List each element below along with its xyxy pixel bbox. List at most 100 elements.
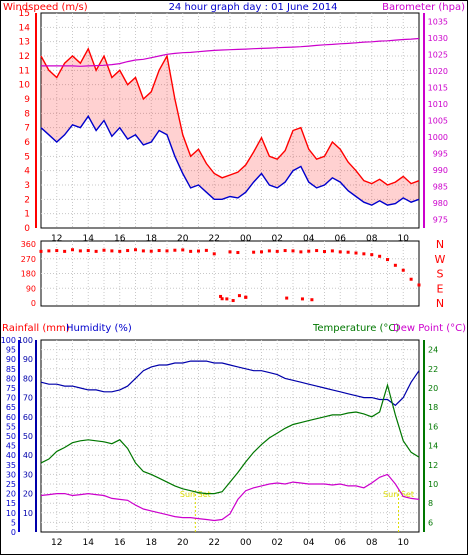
x-tick-label: 06 (335, 234, 347, 244)
temperature-tick-label: 18 (428, 403, 438, 412)
direction-point (401, 268, 405, 272)
direction-point (204, 248, 208, 252)
barometer-tick-label: 1010 (428, 100, 448, 109)
x-tick-label: 04 (303, 234, 315, 244)
x-tick-label: 10 (398, 538, 410, 548)
direction-point (330, 249, 334, 253)
windspeed-tick-label: 2 (24, 195, 30, 205)
direction-point (149, 249, 153, 253)
direction-point (189, 249, 193, 253)
direction-point (310, 298, 314, 302)
graph-title: 24 hour graph day : 01 June 2014 (169, 2, 338, 13)
temperature-tick-label: 8 (428, 499, 433, 508)
humidity-tick-label: 100 (18, 336, 33, 345)
direction-point (197, 249, 200, 253)
windspeed-tick-label: 12 (19, 52, 30, 62)
direction-point (78, 249, 82, 253)
barometer-tick-label: 1000 (428, 133, 448, 142)
x-tick-label: 22 (209, 234, 220, 244)
direction-point (225, 297, 229, 301)
windspeed-tick-label: 3 (24, 181, 30, 191)
gust-band (41, 48, 419, 206)
sunset-label: Sun Set (383, 490, 414, 499)
direction-point (110, 249, 114, 253)
temperature-tick-label: 12 (428, 461, 438, 470)
windspeed-tick-label: 4 (24, 167, 30, 177)
x-tick-label: 14 (83, 538, 95, 548)
direction-point (362, 252, 366, 256)
direction-point (299, 250, 303, 254)
temperature-tick-label: 24 (428, 346, 438, 355)
barometer-axis-title: Barometer (hpa) (382, 2, 465, 13)
temperature-tick-label: 10 (428, 480, 438, 489)
direction-point (141, 249, 145, 253)
rainfall-tick-label: 30 (6, 470, 16, 479)
rainfall-tick-label: 50 (6, 432, 16, 441)
windspeed-tick-label: 8 (24, 109, 30, 119)
direction-tick-label: 180 (21, 270, 36, 279)
barometer-tick-label: 980 (433, 199, 448, 208)
rainfall-axis-title: Rainfall (mm) (2, 323, 70, 334)
rainfall-tick-label: 70 (6, 394, 16, 403)
direction-point (63, 249, 67, 253)
direction-point (323, 250, 326, 254)
humidity-tick-label: 30 (23, 470, 33, 479)
temperature-axis-title: Temperature (°C) (312, 323, 399, 334)
direction-point (300, 297, 304, 301)
humidity-tick-label: 80 (23, 374, 33, 383)
humidity-tick-label: 70 (23, 394, 33, 403)
direction-point (237, 294, 241, 298)
x-tick-label: 04 (303, 538, 315, 548)
rainfall-tick-label: 10 (6, 509, 16, 518)
direction-point (102, 248, 106, 252)
direction-point (181, 248, 185, 252)
direction-point (219, 294, 223, 298)
direction-point (338, 250, 342, 254)
windspeed-tick-label: 10 (19, 81, 31, 91)
x-tick-label: 18 (146, 234, 158, 244)
rainfall-tick-label: 35 (6, 461, 16, 470)
rainfall-tick-label: 90 (6, 355, 16, 364)
direction-point (260, 250, 263, 254)
rainfall-tick-label: 20 (6, 490, 16, 499)
barometer-tick-label: 990 (433, 166, 448, 175)
barometer-tick-label: 1020 (428, 67, 448, 76)
x-tick-label: 08 (366, 234, 378, 244)
direction-point (267, 249, 271, 253)
x-tick-label: 02 (272, 538, 283, 548)
barometer-tick-label: 995 (433, 150, 448, 159)
rainfall-tick-label: 0 (11, 528, 16, 537)
direction-point (47, 249, 51, 253)
windspeed-tick-label: 14 (19, 23, 31, 33)
direction-point (409, 277, 413, 281)
rainfall-tick-label: 80 (6, 374, 16, 383)
direction-point (173, 248, 177, 252)
x-tick-label: 20 (177, 538, 189, 548)
direction-point (275, 249, 279, 253)
direction-point (55, 249, 59, 253)
humidity-axis-title: Humidity (%) (66, 323, 132, 334)
direction-point (165, 249, 169, 253)
barometer-tick-label: 1035 (428, 17, 448, 26)
rainfall-tick-label: 75 (6, 384, 16, 393)
direction-point (39, 249, 43, 253)
humidity-tick-label: 90 (23, 355, 33, 364)
humidity-tick-label: 20 (23, 490, 33, 499)
direction-point (86, 249, 90, 253)
direction-point (212, 252, 216, 256)
barometer-tick-label: 975 (433, 216, 448, 225)
direction-point (285, 296, 289, 300)
compass-label: N (436, 297, 444, 310)
direction-point (231, 299, 235, 303)
windspeed-series-line (40, 114, 420, 206)
direction-point (244, 295, 248, 299)
temperature-tick-label: 22 (428, 365, 438, 374)
x-tick-label: 00 (240, 538, 252, 548)
direction-point (236, 251, 240, 255)
windspeed-tick-label: 13 (19, 38, 30, 48)
direction-point (417, 283, 421, 287)
direction-point (315, 249, 319, 253)
direction-point (252, 250, 256, 254)
direction-point (307, 249, 311, 253)
